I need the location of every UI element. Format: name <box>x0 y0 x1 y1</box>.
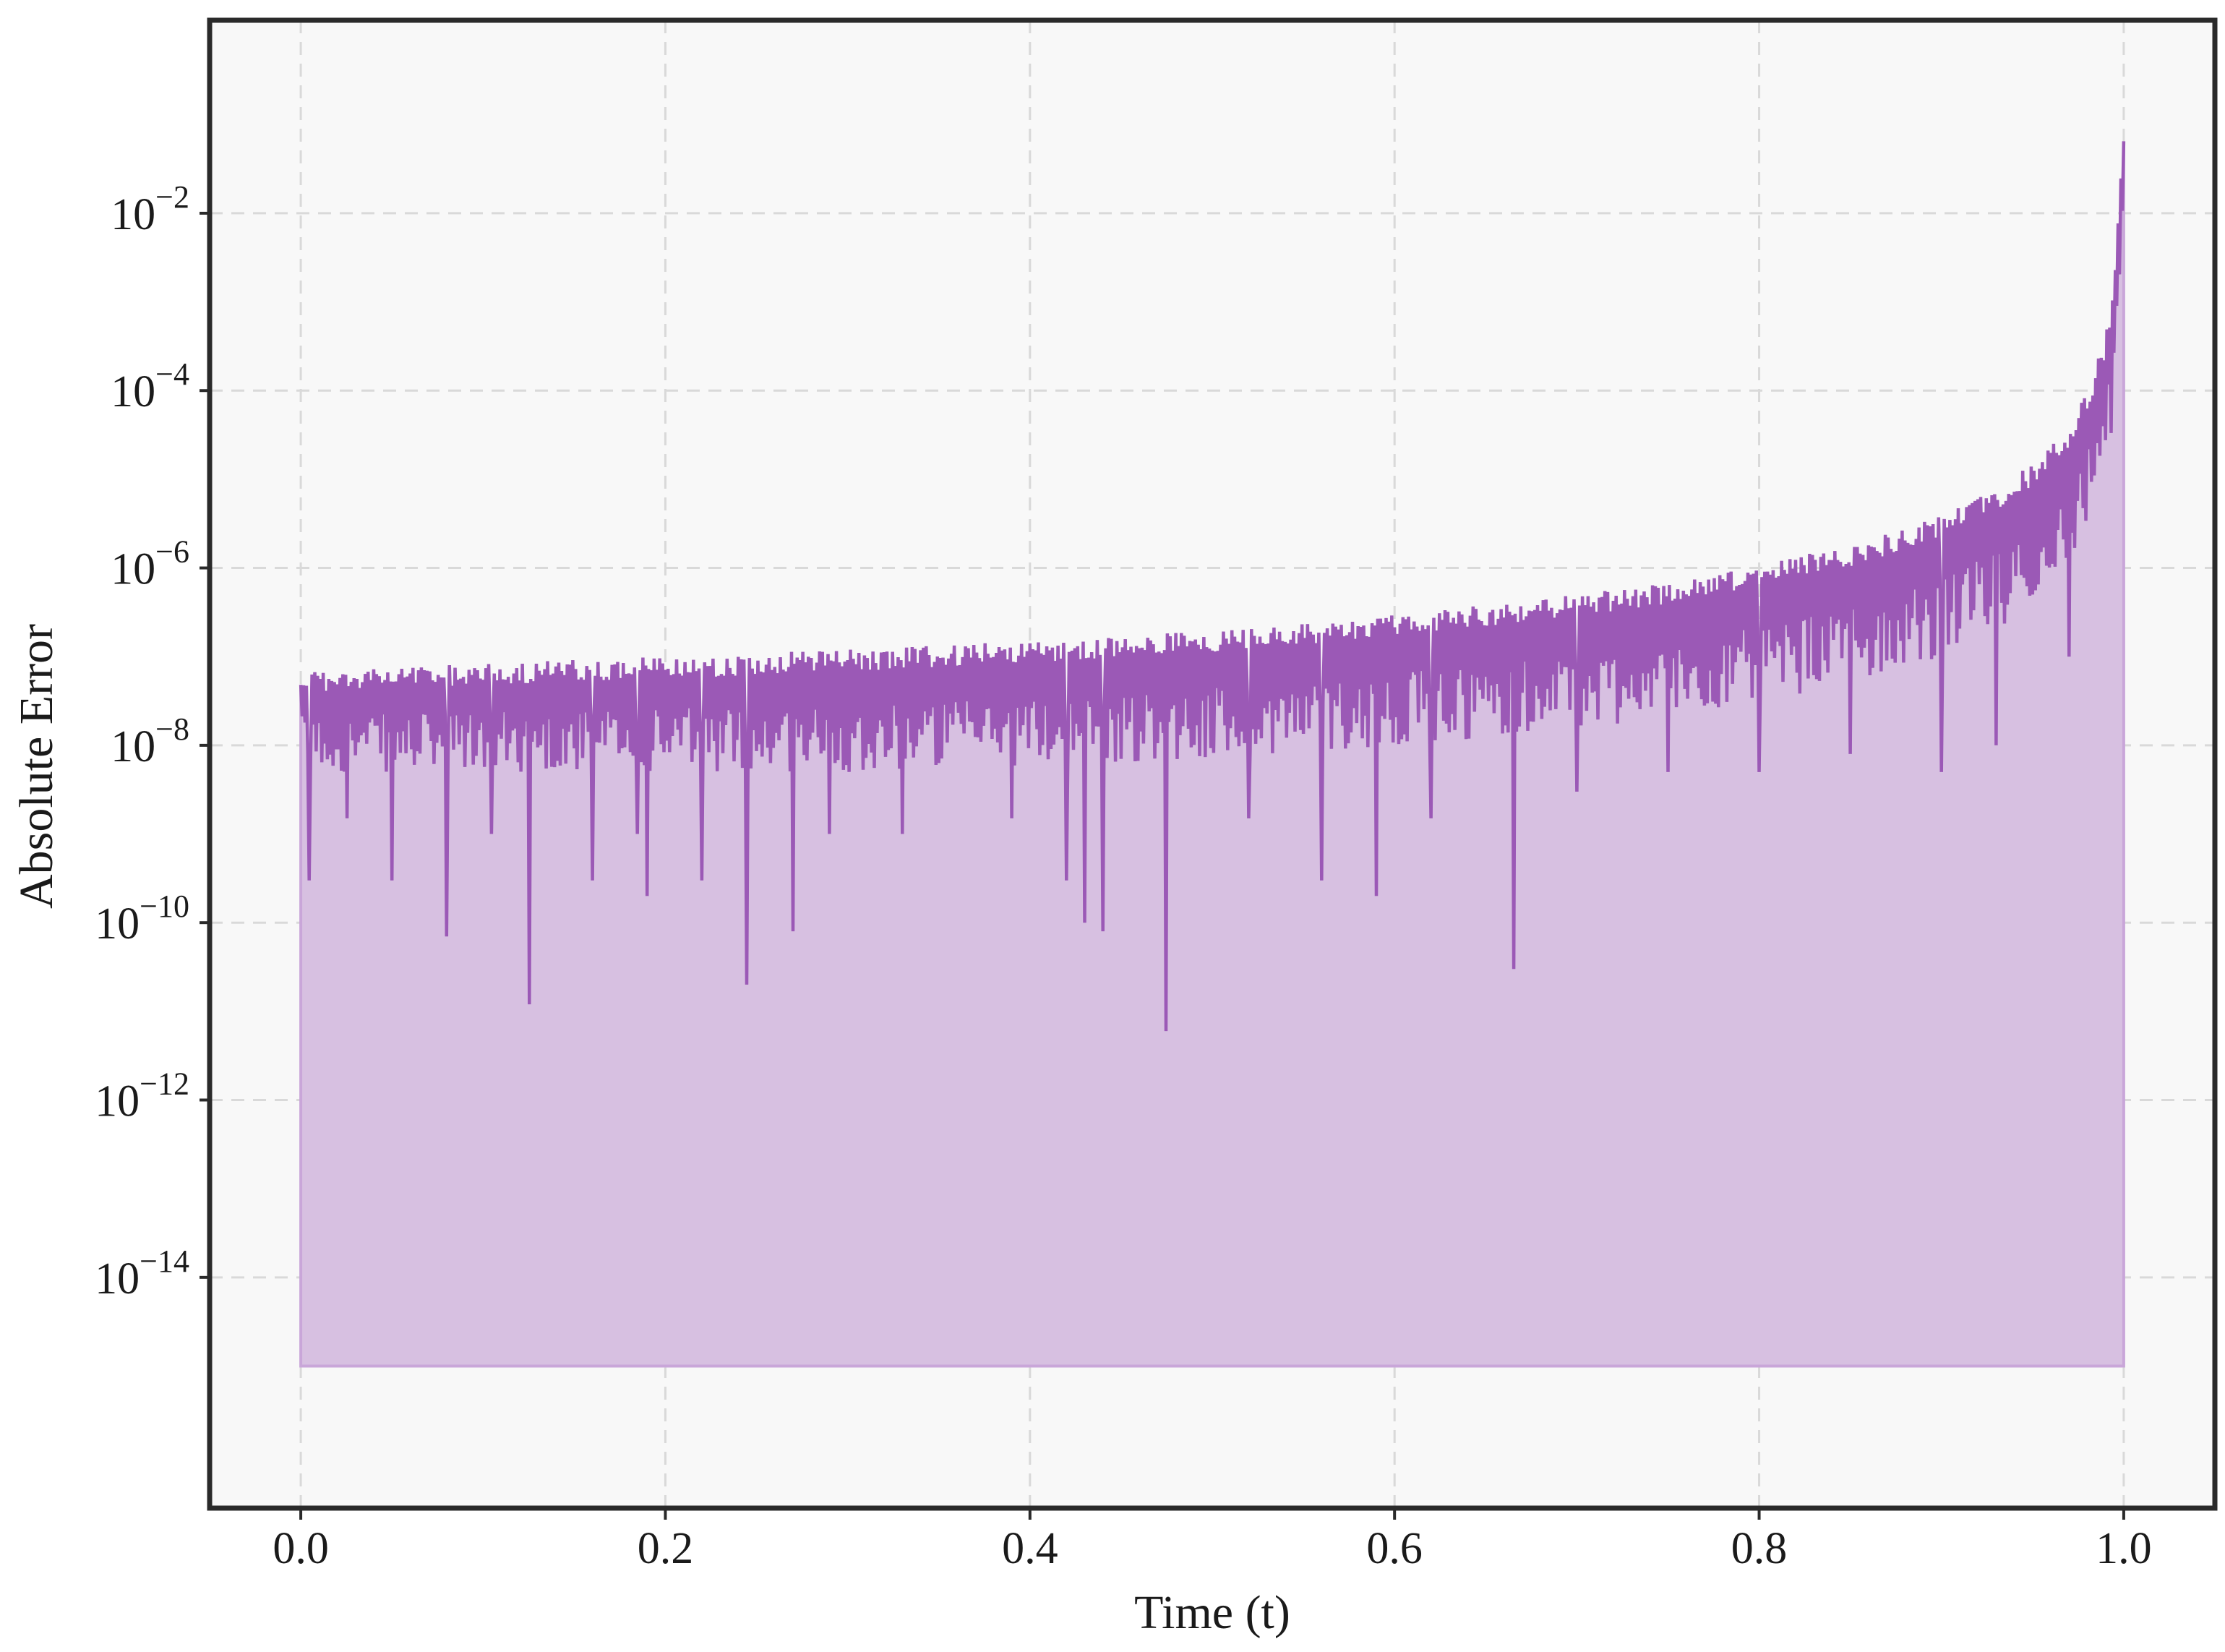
x-tick-label: 1.0 <box>2096 1524 2152 1573</box>
y-tick-label: 10−6 <box>111 534 189 594</box>
y-tick-label: 10−4 <box>111 356 189 416</box>
plot-frame <box>207 17 2218 1511</box>
y-tick-label: 10−8 <box>111 711 189 771</box>
series-line <box>299 141 2126 1032</box>
x-axis-title: Time (t) <box>1134 1586 1290 1639</box>
x-axis-ticks: 0.0 0.2 0.4 0.6 0.8 1.0 <box>273 1508 2152 1573</box>
x-tick-label: 0.8 <box>1731 1524 1788 1573</box>
y-tick-label: 10−10 <box>95 889 189 949</box>
x-tick-label: 0.0 <box>273 1524 329 1573</box>
y-axis-title: Absolute Error <box>10 624 63 909</box>
y-tick-label: 10−14 <box>95 1244 189 1304</box>
x-tick-label: 0.6 <box>1366 1524 1423 1573</box>
x-tick-label: 0.4 <box>1002 1524 1058 1573</box>
y-tick-label: 10−12 <box>95 1066 189 1126</box>
x-tick-label: 0.2 <box>638 1524 694 1573</box>
error-series-line <box>299 141 2126 1032</box>
y-axis-ticks: 10−14 10−12 10−10 10−8 10−6 10−4 10−2 <box>95 179 210 1304</box>
y-tick-label: 10−2 <box>111 179 189 239</box>
